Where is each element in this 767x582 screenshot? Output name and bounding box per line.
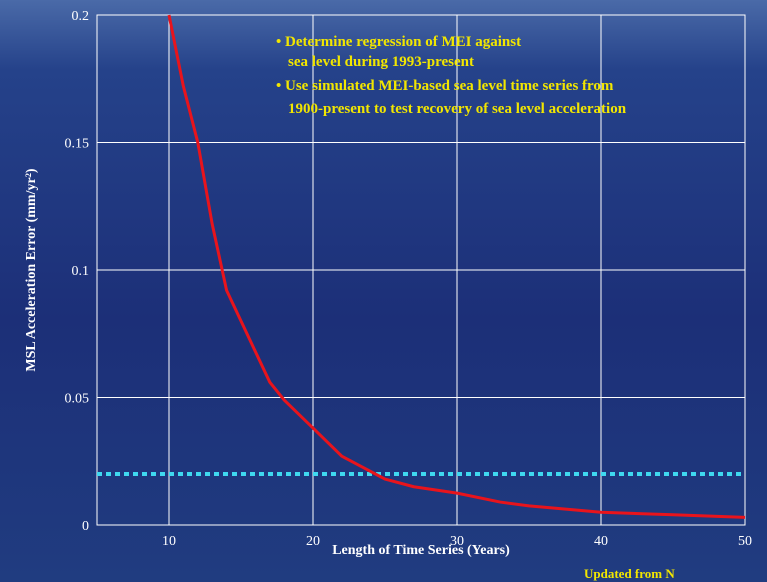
y-tick-label: 0.15: [65, 137, 90, 152]
x-tick-label: 10: [162, 534, 176, 549]
y-tick-label: 0: [82, 519, 89, 534]
y-tick-label: 0.05: [65, 392, 90, 407]
annotation: 1900-present to test recovery of sea lev…: [288, 101, 627, 117]
x-axis-title: Length of Time Series (Years): [332, 543, 510, 558]
x-tick-label: 30: [450, 534, 464, 549]
y-axis-title: MSL Acceleration Error (mm/yr²): [24, 168, 39, 371]
footnote: Updated from N: [584, 566, 675, 581]
y-tick-label: 0.1: [72, 264, 90, 279]
annotation: • Use simulated MEI-based sea level time…: [276, 78, 614, 94]
annotation: • Determine regression of MEI against: [276, 34, 521, 50]
x-tick-label: 20: [306, 534, 320, 549]
y-tick-label: 0.2: [72, 9, 90, 24]
x-tick-label: 40: [594, 534, 608, 549]
plot: 0 0.05 0.1 0.15 0.2 10 20 30 40 50 • Determine reg…: [65, 9, 753, 549]
annotation: sea level during 1993-present: [288, 54, 474, 70]
data-line: [167, 14, 746, 519]
x-tick-label: 50: [738, 534, 752, 549]
